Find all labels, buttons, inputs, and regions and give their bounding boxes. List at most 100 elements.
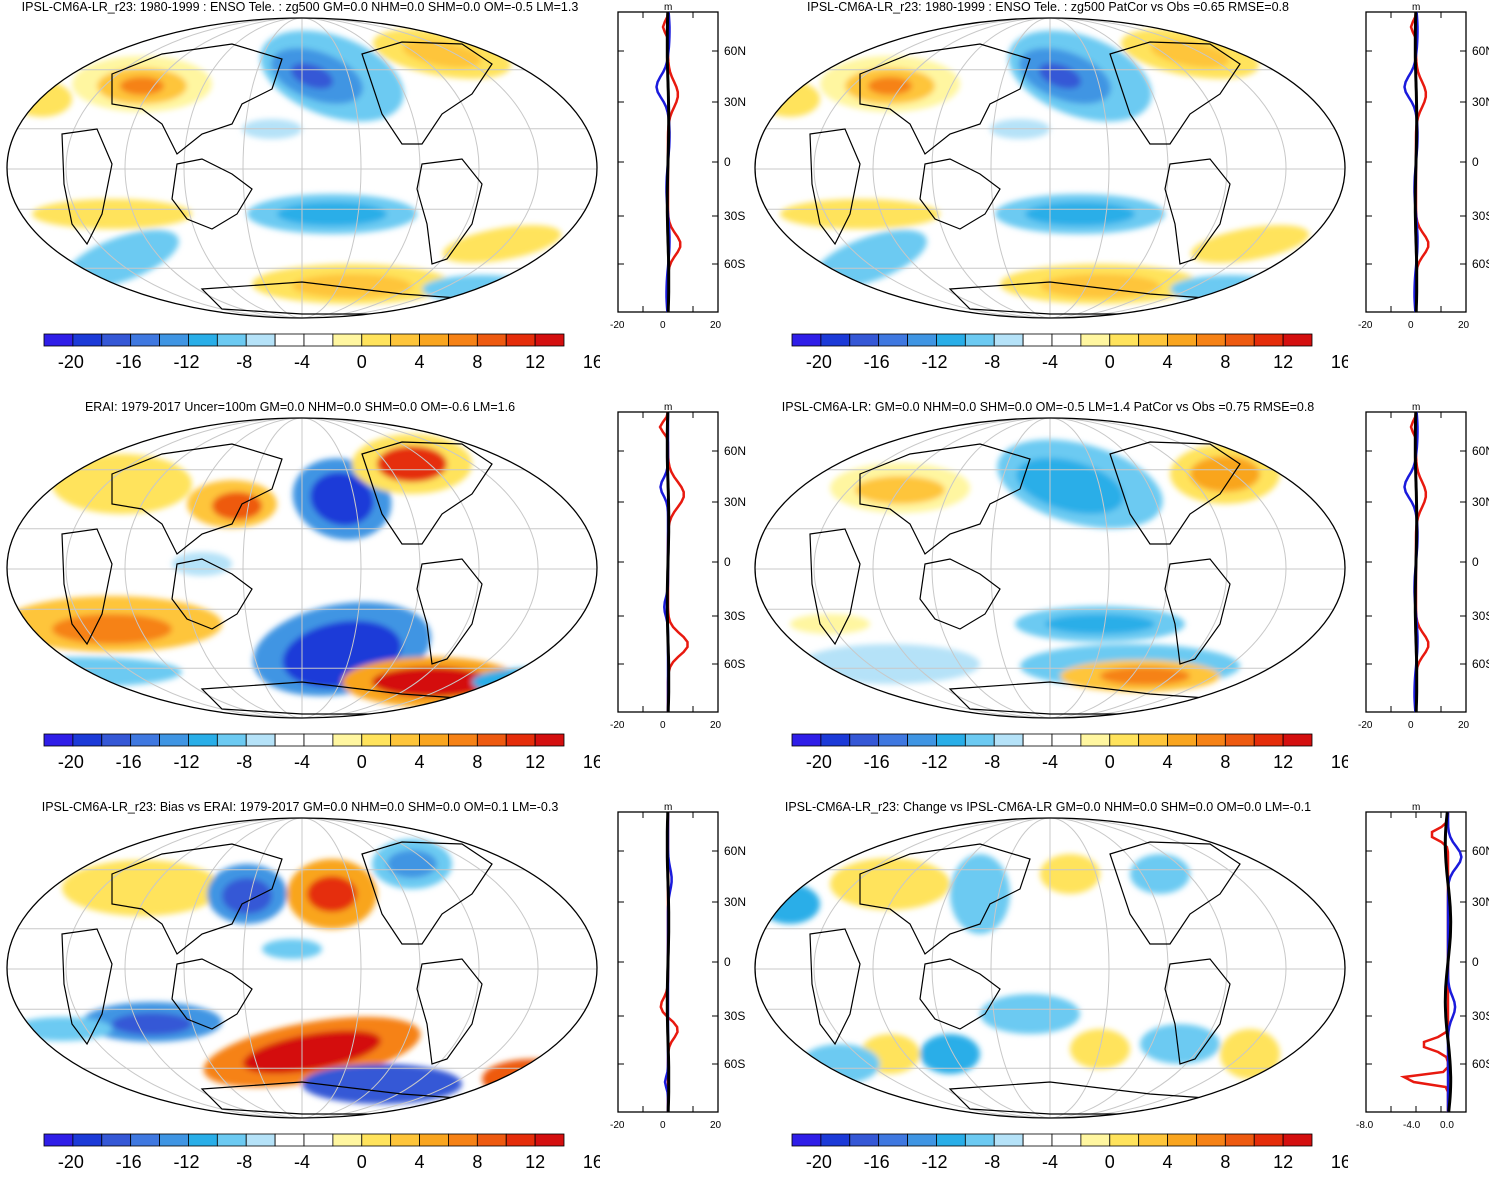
anomaly-contour — [12, 1017, 112, 1041]
colorbar-label: 0 — [1105, 352, 1115, 372]
profile-x-label: 0 — [660, 720, 666, 731]
anomaly-contour — [980, 994, 1080, 1034]
anomaly-contour — [372, 667, 492, 697]
profile-lat-label: 60N — [1472, 44, 1489, 58]
map-field — [755, 418, 1345, 718]
colorbar-label: -16 — [864, 1152, 890, 1172]
zonal-model-line — [658, 411, 689, 712]
colorbar-swatch — [361, 333, 392, 347]
colorbar-swatch — [274, 733, 305, 747]
panel-title: IPSL-CM6A-LR: GM=0.0 NHM=0.0 SHM=0.0 OM=… — [781, 400, 1315, 414]
colorbar-swatch — [390, 1133, 420, 1147]
profile-lat-label: 0 — [724, 555, 731, 569]
anomaly-contour — [112, 1013, 192, 1035]
profile-lat-label: 60N — [724, 844, 746, 858]
anomaly-contour — [292, 274, 412, 298]
anomaly-contour — [868, 77, 912, 95]
coastlines — [809, 841, 1241, 1115]
anomaly-contour — [1040, 854, 1100, 894]
colorbar-label: -8 — [984, 752, 1000, 772]
panel-5: IPSL-CM6A-LR_r23: Change vs IPSL-CM6A-LR… — [748, 800, 1489, 1190]
colorbar-swatch — [505, 333, 536, 347]
colorbar-label: 8 — [472, 352, 482, 372]
anomaly-contour — [212, 492, 262, 520]
colorbar-swatch — [101, 1133, 132, 1147]
colorbar-swatch — [1167, 733, 1197, 747]
zonal-model-line — [1409, 11, 1430, 312]
map — [6, 417, 598, 719]
anomaly-contour — [920, 1034, 980, 1074]
colorbar-label: 0 — [1105, 1152, 1115, 1172]
colorbar-label: 12 — [1273, 352, 1293, 372]
graticule — [755, 818, 1345, 1118]
colorbar-swatch — [274, 333, 305, 347]
coastlines — [809, 41, 1241, 315]
map — [6, 17, 598, 319]
colorbar-label: -12 — [173, 1152, 199, 1172]
colorbar-swatch — [303, 333, 334, 347]
colorbar-swatch — [72, 333, 103, 347]
colorbar-label: -20 — [58, 752, 84, 772]
profile-lat-label: 60S — [1472, 657, 1489, 671]
colorbar-label: 4 — [1163, 1152, 1173, 1172]
colorbar-label: 8 — [1220, 752, 1230, 772]
profile-x-label: -20 — [610, 720, 625, 731]
colorbar-swatch — [1138, 1133, 1168, 1147]
coastlines — [61, 441, 493, 715]
anomaly-contour — [377, 446, 447, 482]
colorbar-swatch — [1167, 1133, 1197, 1147]
colorbar-label: 16 — [583, 352, 600, 372]
profile-lat-label: 30S — [724, 1009, 745, 1023]
anomaly-contour — [277, 202, 387, 226]
colorbar-swatch — [419, 1133, 449, 1147]
colorbar-label: 8 — [1220, 352, 1230, 372]
anomaly-contour — [855, 476, 945, 504]
colorbar: -20-16-12-8-4048121620 — [43, 733, 600, 772]
colorbar-swatch — [1080, 733, 1111, 747]
profile-x-label: 20 — [710, 320, 722, 331]
colorbar-label: -16 — [116, 1152, 142, 1172]
anomaly-contour — [442, 225, 562, 263]
panel-title: ERAI: 1979-2017 Uncer=100m GM=0.0 NHM=0.… — [84, 400, 516, 414]
colorbar-swatch — [1109, 733, 1140, 747]
colorbar-label: 16 — [583, 1152, 600, 1172]
colorbar-swatch — [534, 1133, 565, 1147]
colorbar-label: -8 — [236, 352, 252, 372]
colorbar-swatch — [419, 733, 449, 747]
anomaly-contour — [52, 614, 172, 644]
profile-x-label: 0.0 — [1440, 1120, 1454, 1131]
colorbar-swatch — [1282, 1133, 1313, 1147]
colorbar-label: 12 — [525, 752, 545, 772]
colorbar-label: -8 — [236, 1152, 252, 1172]
colorbar-label: 12 — [525, 1152, 545, 1172]
profile-x-label: -20 — [1358, 720, 1373, 731]
colorbar-swatch — [1022, 333, 1053, 347]
zonal-mean-line — [665, 411, 671, 713]
profile-unit: m — [664, 402, 672, 413]
colorbar-swatch — [1022, 733, 1053, 747]
map-field — [755, 18, 1345, 318]
profile-x-label: 20 — [1458, 320, 1470, 331]
colorbar-label: -8 — [236, 752, 252, 772]
colorbar-swatch — [993, 733, 1024, 747]
colorbar-swatch — [130, 1133, 160, 1147]
colorbar-swatch — [130, 333, 160, 347]
anomaly-contour — [1045, 614, 1155, 634]
colorbar-swatch — [820, 1133, 851, 1147]
colorbar-label: -16 — [864, 352, 890, 372]
colorbar-swatch — [1224, 333, 1255, 347]
profile-x-label: 0 — [1408, 320, 1414, 331]
colorbar-label: -8 — [984, 352, 1000, 372]
colorbar-swatch — [361, 733, 392, 747]
anomaly-contour — [172, 552, 232, 576]
colorbar-label: -20 — [58, 1152, 84, 1172]
anomaly-contour — [830, 858, 950, 910]
colorbar-swatch — [936, 1133, 966, 1147]
anomaly-contour — [1170, 275, 1290, 303]
zonal-profile: 60N 30N 0 30S 60S m -20 0 20 — [610, 2, 746, 331]
colorbar-swatch — [245, 733, 276, 747]
colorbar-swatch — [159, 1133, 189, 1147]
map — [6, 817, 598, 1119]
colorbar-swatch — [448, 1133, 478, 1147]
profile-lat-label: 30S — [724, 609, 745, 623]
